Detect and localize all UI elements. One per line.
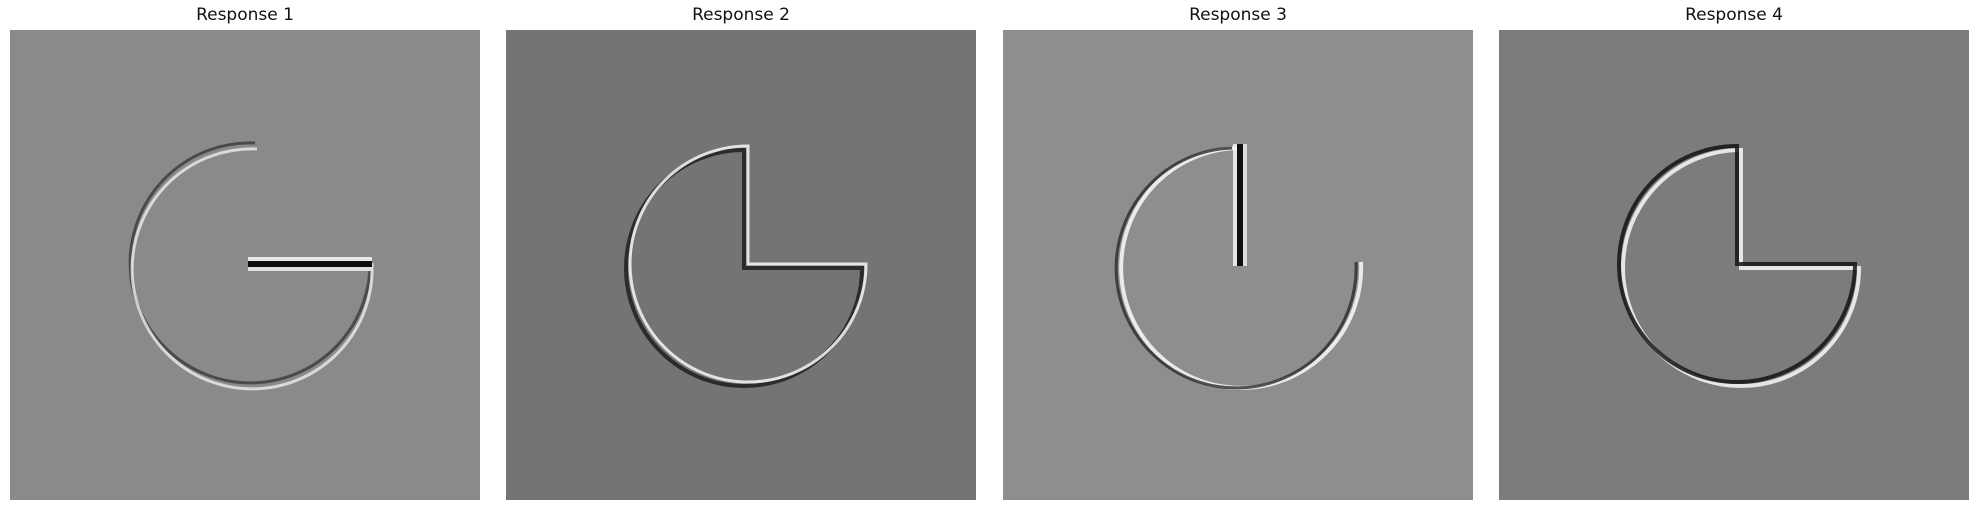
response-panel-4: Response 4	[1499, 0, 1969, 510]
bar-highlight-top-1	[248, 257, 372, 261]
response-image-2	[506, 30, 976, 500]
panel-title-1: Response 1	[196, 5, 294, 25]
response-image-3	[1003, 30, 1473, 500]
arc-edge-highlight-3	[1119, 146, 1364, 390]
bar-highlight-bottom-1	[248, 267, 372, 271]
panel-title-4: Response 4	[1685, 5, 1783, 25]
panel-background-2	[506, 30, 976, 500]
panel-title-3: Response 3	[1189, 5, 1287, 25]
arc-edge-shadow-3	[1114, 146, 1358, 390]
response-panel-3: Response 3	[1003, 0, 1473, 510]
vbar-highlight-right-3	[1243, 144, 1247, 266]
arc-edge-highlight-1	[130, 147, 374, 391]
panel-background-1	[10, 30, 480, 500]
pie-outline-highlight-2	[628, 144, 868, 384]
response-image-1	[10, 30, 480, 500]
panel-background-4	[1499, 30, 1969, 500]
response-panel-1: Response 1	[10, 0, 480, 510]
vbar-highlight-left-3	[1233, 144, 1237, 266]
pie-outline-shadow-4	[1617, 143, 1858, 384]
arc-edge-shadow-1	[128, 141, 372, 385]
vbar-dark-core-3	[1237, 144, 1243, 266]
panel-title-2: Response 2	[692, 5, 790, 25]
response-image-4	[1499, 30, 1969, 500]
bar-dark-core-1	[248, 261, 372, 267]
response-panel-2: Response 2	[506, 0, 976, 510]
